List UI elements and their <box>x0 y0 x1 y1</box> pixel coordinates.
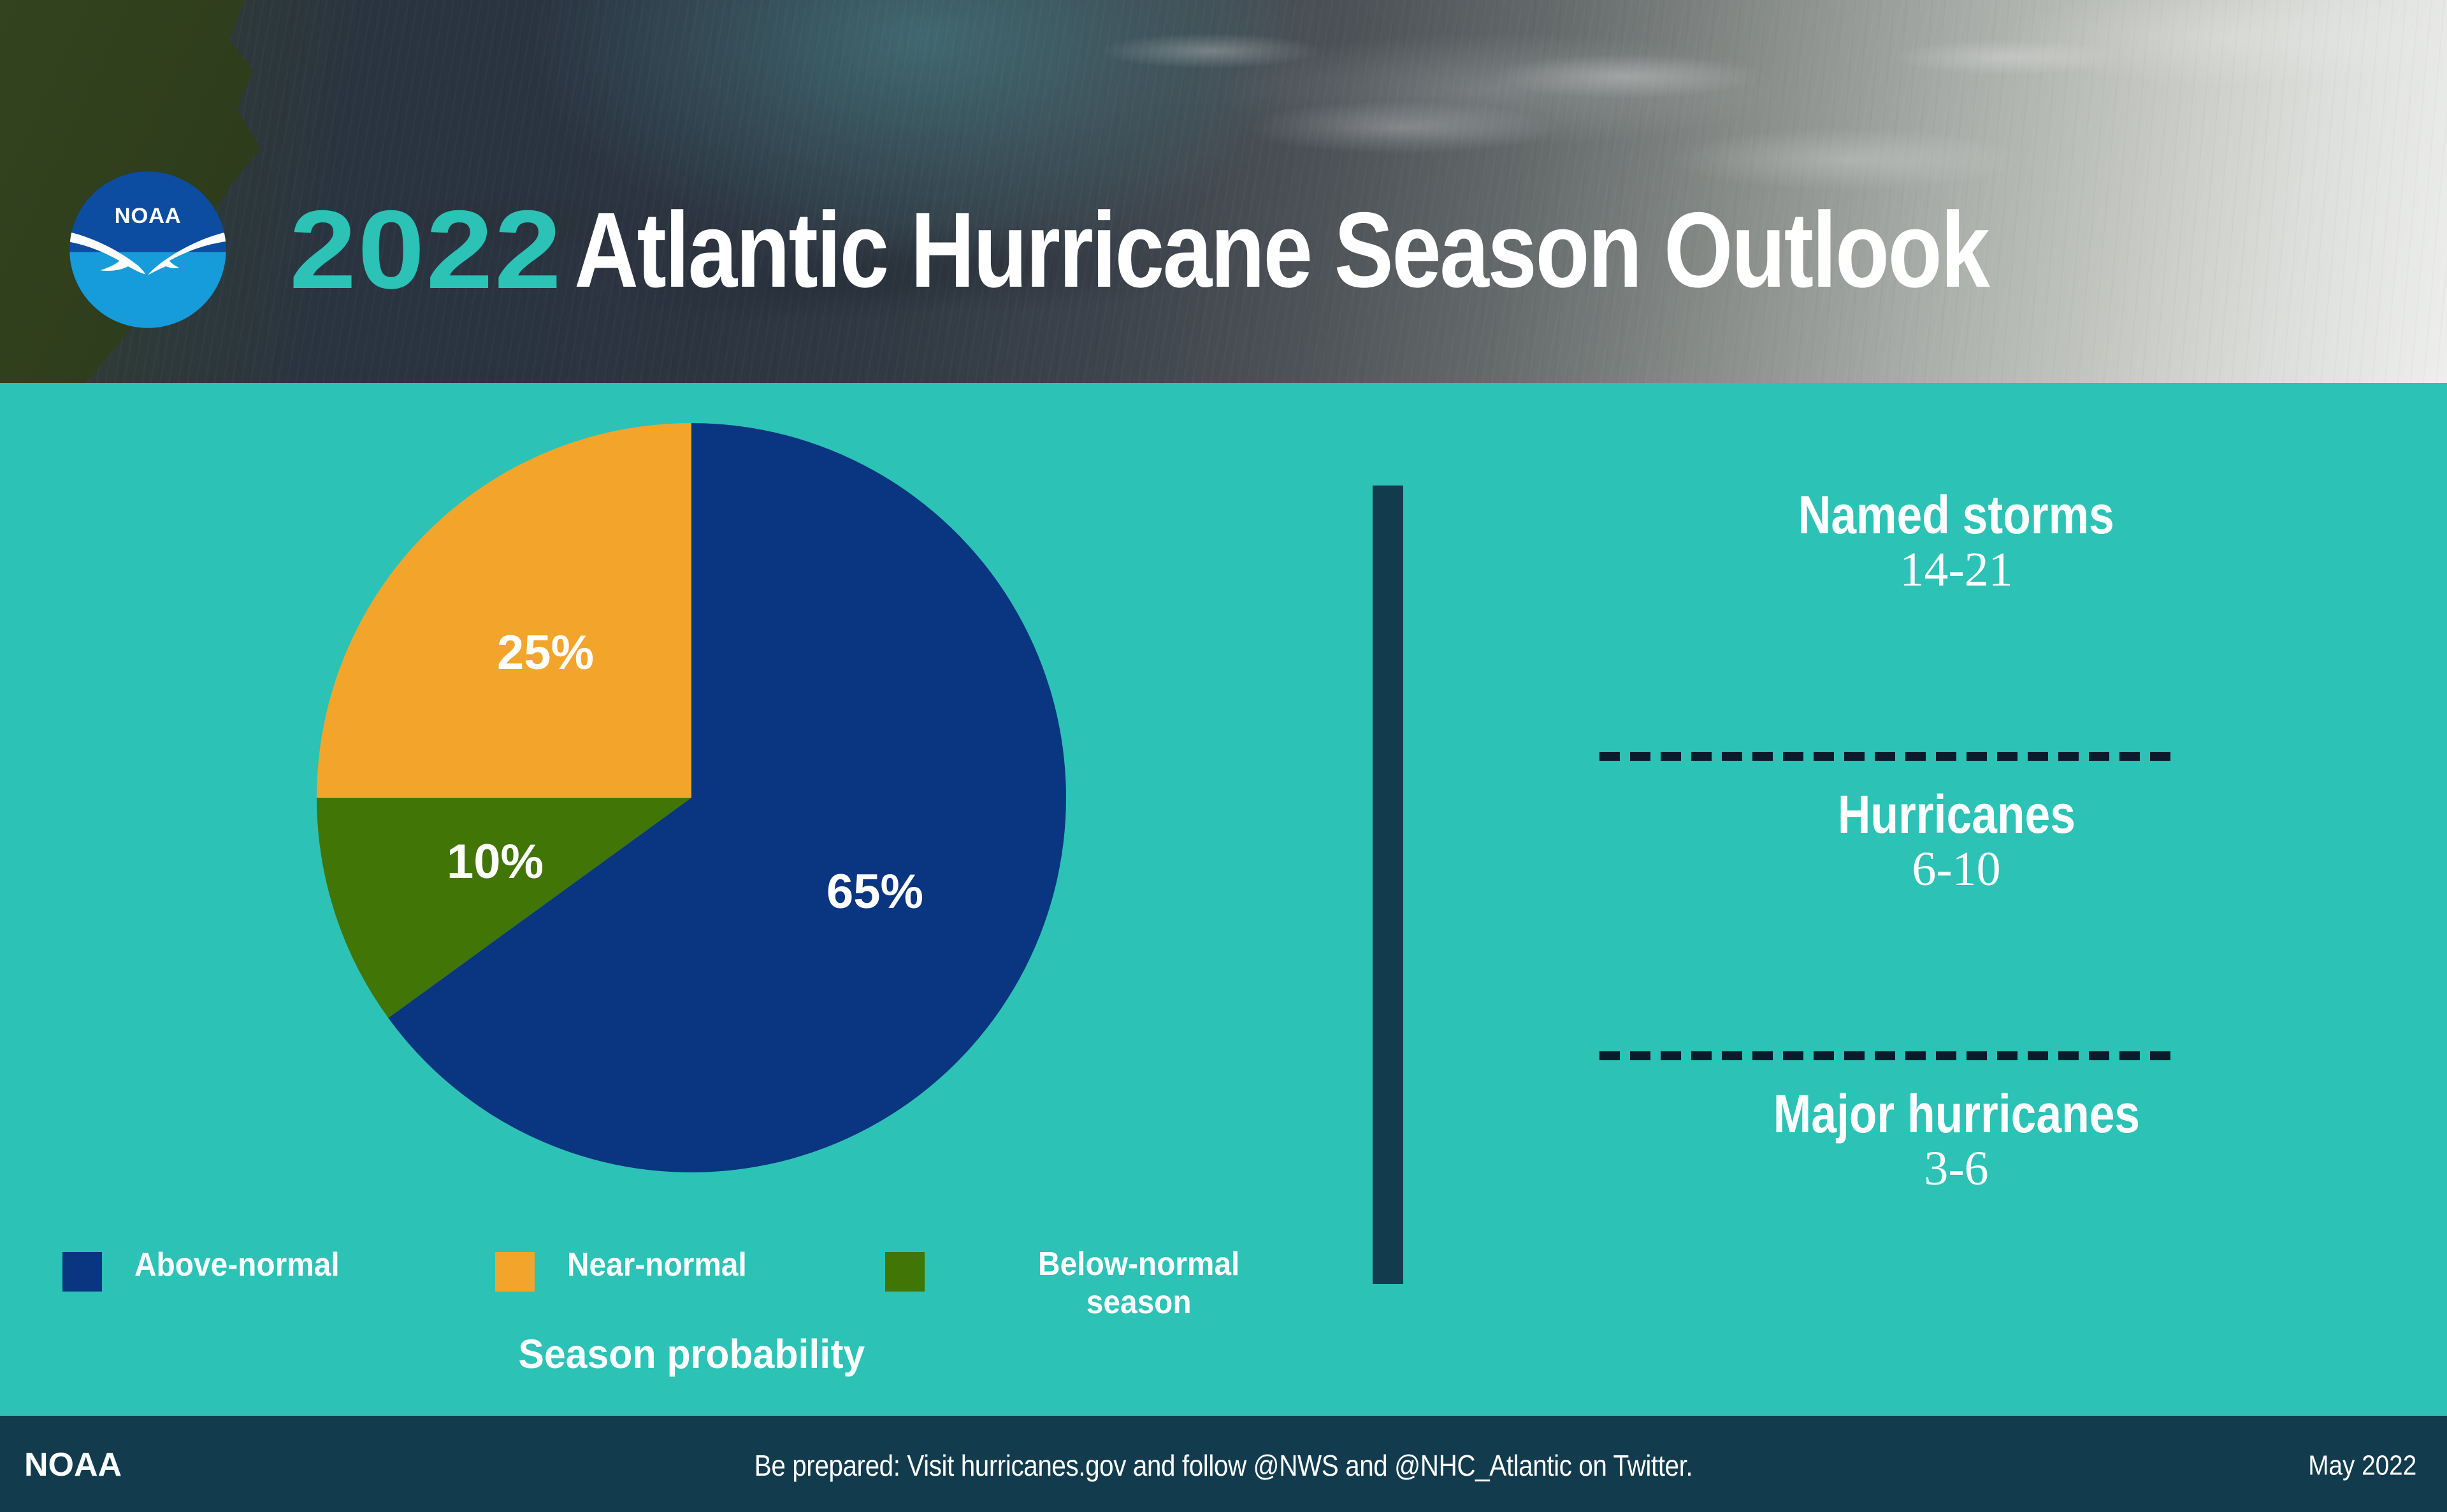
svg-text:10%: 10% <box>447 835 544 889</box>
svg-text:25%: 25% <box>497 626 594 680</box>
svg-text:65%: 65% <box>826 865 923 919</box>
